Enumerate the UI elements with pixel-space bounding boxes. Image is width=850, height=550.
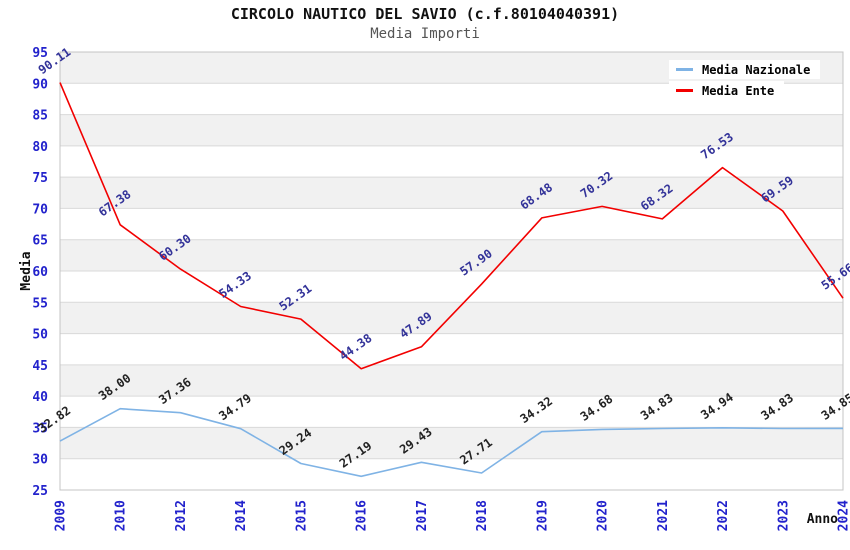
plot-band bbox=[60, 208, 843, 240]
legend-item-media-nazionale: Media Nazionale bbox=[669, 60, 821, 79]
plot-band bbox=[60, 364, 843, 397]
y-axis-tick-label: 55 bbox=[32, 296, 48, 311]
y-axis-tick-label: 65 bbox=[32, 234, 48, 249]
x-axis-tick-label: 2018 bbox=[475, 500, 490, 531]
legend-item-media-ente: Media Ente bbox=[669, 81, 785, 100]
chart-subtitle: Media Importi bbox=[370, 26, 480, 42]
chart-title: CIRCOLO NAUTICO DEL SAVIO (c.f.801040403… bbox=[230, 5, 620, 23]
x-axis-tick-label: 2022 bbox=[716, 500, 731, 531]
y-axis-tick-label: 60 bbox=[32, 265, 48, 280]
x-axis-tick-label: 2019 bbox=[535, 500, 550, 531]
y-axis-tick-label: 50 bbox=[32, 328, 48, 343]
plot-band bbox=[60, 177, 843, 209]
y-axis-tick-label: 85 bbox=[32, 109, 48, 124]
plot-band bbox=[60, 427, 843, 459]
y-axis-tick-label: 75 bbox=[32, 171, 48, 186]
y-axis-tick-label: 30 bbox=[32, 453, 48, 468]
y-axis-title: Media bbox=[19, 251, 34, 290]
x-axis-title: Anno bbox=[807, 512, 838, 527]
series-line-media-nazionale bbox=[59, 407, 844, 478]
x-axis-tick-label: 2012 bbox=[174, 500, 189, 531]
plot-band bbox=[60, 145, 843, 178]
x-axis-tick-label: 2014 bbox=[234, 500, 249, 531]
plot-band bbox=[60, 114, 843, 146]
legend-label-ente: Media Ente bbox=[702, 83, 775, 98]
plot-band bbox=[60, 396, 843, 428]
x-axis-tick-label: 2009 bbox=[54, 500, 69, 531]
x-axis-tick-label: 2021 bbox=[656, 500, 671, 531]
plot-band bbox=[60, 271, 843, 303]
x-axis-tick-label: 2024 bbox=[837, 500, 850, 531]
x-axis-tick-label: 2023 bbox=[776, 500, 791, 531]
legend: Media Nazionale Media Ente bbox=[669, 60, 821, 100]
plot-band bbox=[60, 458, 843, 490]
y-axis-tick-label: 70 bbox=[32, 202, 48, 217]
y-axis-tick-label: 45 bbox=[32, 359, 48, 374]
legend-swatch-nazionale-icon bbox=[676, 68, 693, 71]
legend-swatch-ente-icon bbox=[676, 89, 693, 92]
y-axis-tick-label: 90 bbox=[32, 77, 48, 92]
y-axis-tick-label: 25 bbox=[32, 484, 48, 499]
y-axis-tick-label: 80 bbox=[32, 140, 48, 155]
x-axis-tick-label: 2016 bbox=[355, 500, 370, 531]
y-axis-tick-label: 40 bbox=[32, 390, 48, 405]
x-axis-tick-label: 2017 bbox=[415, 500, 430, 531]
x-axis-tick-label: 2020 bbox=[596, 500, 611, 531]
plot-border bbox=[59, 51, 844, 491]
plot-band bbox=[60, 333, 843, 365]
y-axis-tick-label: 95 bbox=[32, 46, 48, 61]
x-axis-tick-label: 2015 bbox=[294, 500, 309, 531]
plot-band bbox=[60, 239, 843, 271]
plot-band bbox=[60, 302, 843, 334]
y-axis-tick-label: 35 bbox=[32, 421, 48, 436]
series-line-media-ente bbox=[59, 82, 844, 370]
legend-label-nazionale: Media Nazionale bbox=[702, 62, 811, 77]
x-axis-tick-label: 2010 bbox=[114, 500, 129, 531]
